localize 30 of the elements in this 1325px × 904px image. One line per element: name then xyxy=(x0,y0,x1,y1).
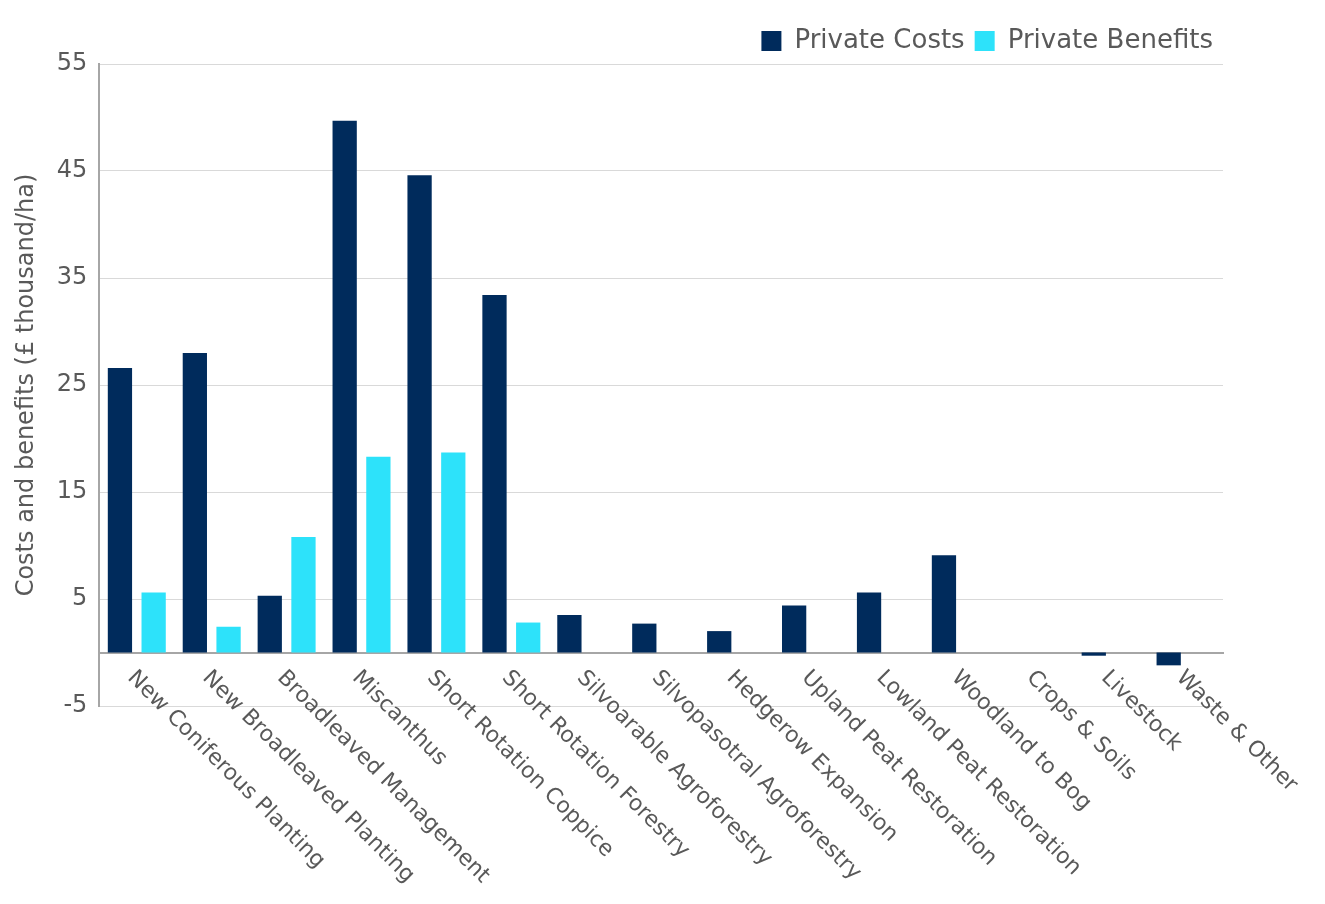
bar xyxy=(856,592,882,653)
bar xyxy=(216,626,241,653)
legend-label: Private Costs xyxy=(794,23,965,54)
bar xyxy=(1081,652,1106,656)
bar xyxy=(407,175,432,653)
y-axis-title: Costs and benefits (£ thousand/ha) xyxy=(10,173,39,597)
bar xyxy=(1156,652,1181,666)
y-tick-label: 45 xyxy=(56,155,88,184)
y-tick-label: 25 xyxy=(56,369,88,398)
bar xyxy=(782,605,807,653)
bar xyxy=(632,623,657,653)
bar xyxy=(482,295,507,653)
bar xyxy=(332,120,357,653)
bar xyxy=(257,595,282,653)
bar xyxy=(366,456,391,653)
bar xyxy=(931,555,957,653)
legend-label: Private Benefits xyxy=(1007,23,1214,54)
bar xyxy=(141,592,166,653)
bar xyxy=(107,367,133,653)
bar xyxy=(441,452,466,653)
bar xyxy=(291,536,316,653)
y-tick-label: 55 xyxy=(56,48,88,77)
y-tick-label: 15 xyxy=(56,476,88,505)
bar xyxy=(516,622,541,653)
bar xyxy=(182,352,207,653)
y-tick-label: -5 xyxy=(63,690,88,719)
bar xyxy=(557,615,582,653)
y-tick-label: 5 xyxy=(72,583,88,612)
bar xyxy=(707,631,732,653)
y-tick-label: 35 xyxy=(56,262,88,291)
